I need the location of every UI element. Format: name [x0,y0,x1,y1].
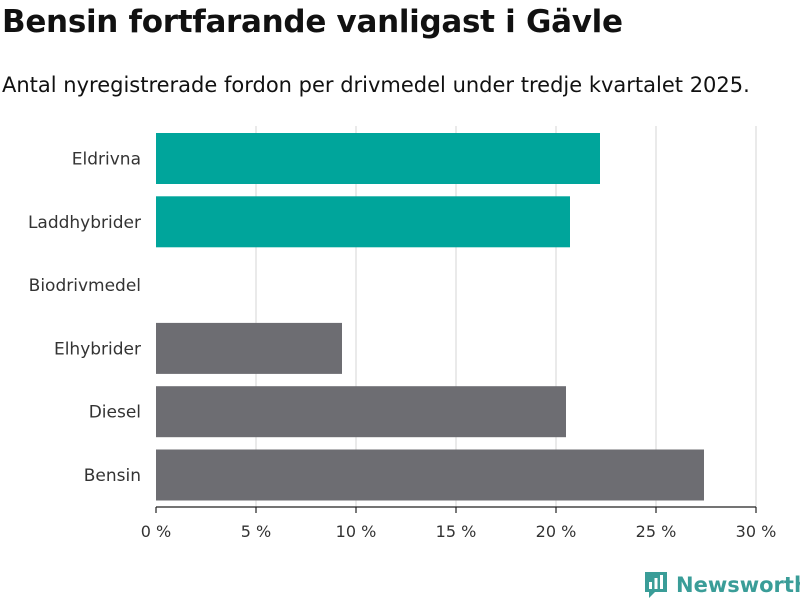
chart-title: Bensin fortfarande vanligast i Gävle [2,4,623,40]
bar-elhybrider [156,322,342,374]
category-label: Biodrivmedel [29,276,141,296]
bar-diesel [156,386,566,438]
x-tick-label: 20 % [536,522,577,541]
bar-chart: 0 % 5 % 10 % 15 % 20 % 25 % 30 % Eldrivna Laddh… [28,126,777,541]
x-tick-label: 15 % [436,522,477,541]
gridlines [255,126,757,507]
brand-name: Newsworthy [676,573,800,597]
bar-eldrivna [156,133,600,184]
newsworthy-logo-icon [645,572,667,598]
x-tick-label: 5 % [241,522,271,541]
bars [156,133,704,501]
x-tick-label: 10 % [336,522,377,541]
bar-laddhybrider [156,196,570,248]
category-label: Laddhybrider [28,213,141,233]
brand-logo: Newsworthy [643,569,800,601]
category-label: Elhybrider [54,339,141,359]
chart-subtitle: Antal nyregistrerade fordon per drivmede… [2,73,750,97]
x-tick-label: 25 % [636,522,677,541]
category-label: Bensin [84,466,141,486]
category-labels: Eldrivna Laddhybrider Biodrivmedel Elhybrid… [28,150,141,487]
x-tick-label: 30 % [736,522,777,541]
category-label: Diesel [89,403,141,423]
bar-bensin [156,449,704,501]
x-axis: 0 % 5 % 10 % 15 % 20 % 25 % 30 % [141,506,777,541]
x-tick-label: 0 % [141,522,171,541]
category-label: Eldrivna [72,150,141,170]
